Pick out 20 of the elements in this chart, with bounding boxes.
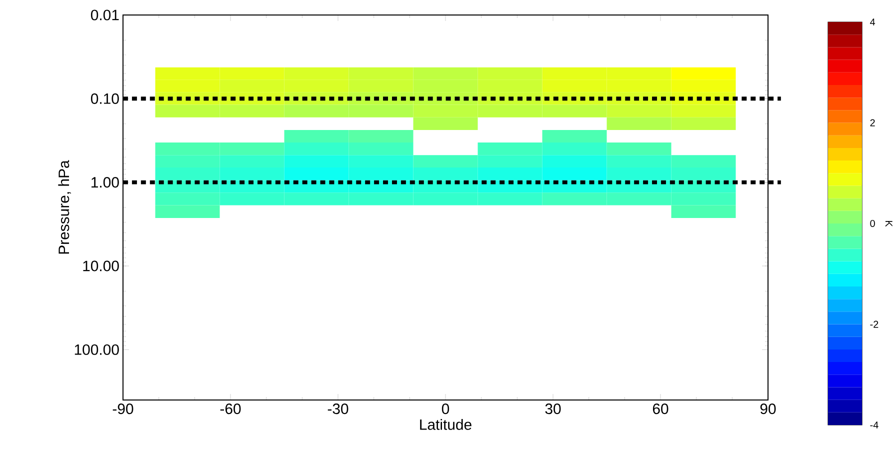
color-bar-label: 2 <box>870 119 875 126</box>
x-tick-label: 60 <box>652 404 668 414</box>
x-tick-label: -30 <box>328 404 348 414</box>
y-axis-title: Pressure, hPa <box>58 160 71 254</box>
y-tick-label: 10.00 <box>83 260 119 272</box>
x-tick-label: 90 <box>760 404 776 414</box>
x-tick-label: 0 <box>442 404 450 414</box>
x-axis-title: Latitude <box>420 418 472 430</box>
color-bar-label: 4 <box>870 18 876 26</box>
color-bar-label: -2 <box>870 320 878 328</box>
color-bar-label: -4 <box>870 422 878 428</box>
y-tick-label: 0.10 <box>90 93 119 104</box>
x-tick-label: -90 <box>112 404 134 414</box>
color-bar-title: K <box>885 220 892 227</box>
color-bar-label: 0 <box>870 220 875 228</box>
x-tick-label: 30 <box>545 404 561 414</box>
x-tick-label: -60 <box>220 404 241 414</box>
y-tick-label: 100.00 <box>74 344 119 355</box>
y-tick-label: 1.00 <box>92 177 119 188</box>
y-tick-label: 0.01 <box>90 10 119 20</box>
